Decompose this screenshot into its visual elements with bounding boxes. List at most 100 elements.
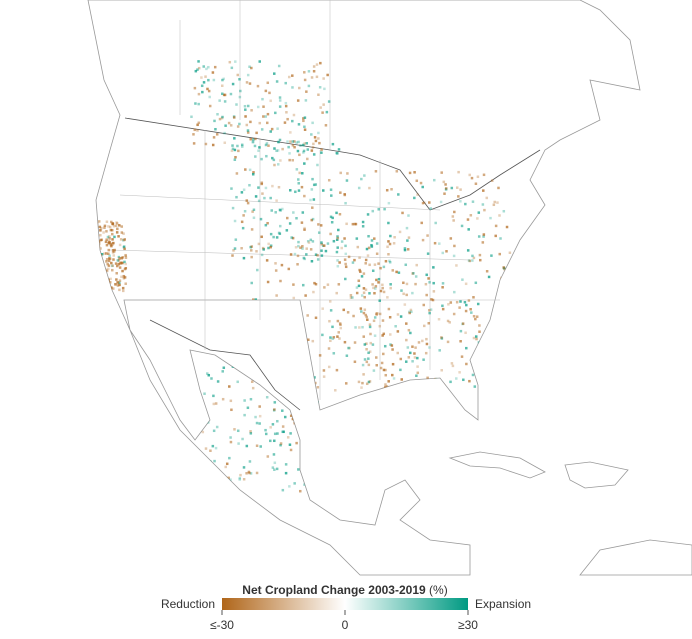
pixel: [107, 259, 111, 263]
pixel: [276, 149, 280, 152]
pixel: [297, 140, 300, 144]
pixel: [353, 222, 357, 226]
pixel: [451, 364, 455, 368]
pixel: [479, 258, 482, 262]
pixel: [495, 470, 498, 473]
pixel: [492, 203, 496, 207]
pixel: [301, 443, 305, 447]
pixel: [455, 264, 458, 267]
pixel: [255, 471, 259, 475]
pixel: [107, 248, 111, 252]
pixel: [409, 308, 413, 312]
pixel: [120, 225, 124, 228]
pixel: [319, 61, 322, 65]
pixel: [455, 377, 458, 380]
pixel: [506, 471, 509, 475]
pixel: [213, 65, 217, 69]
pixel: [310, 149, 314, 152]
pixel: [434, 221, 437, 225]
pixel: [221, 92, 224, 96]
pixel: [292, 113, 296, 117]
pixel: [322, 375, 326, 378]
pixel: [369, 332, 372, 336]
pixel: [242, 256, 246, 260]
pixel: [298, 171, 301, 175]
pixel: [297, 178, 300, 181]
pixel: [503, 474, 507, 477]
pixel: [303, 162, 306, 165]
pixel: [113, 248, 116, 252]
pixel: [256, 268, 259, 272]
pixel: [402, 292, 405, 296]
pixel: [457, 195, 460, 198]
pixel: [392, 242, 396, 245]
pixel: [204, 75, 207, 78]
pixel: [444, 187, 448, 190]
pixel: [404, 263, 408, 267]
pixel: [344, 265, 348, 269]
pixel: [108, 225, 112, 229]
legend-title: Net Cropland Change 2003-2019 (%): [242, 583, 447, 597]
pixel: [284, 81, 287, 85]
pixel: [453, 290, 456, 294]
pixel: [302, 149, 306, 153]
pixel: [303, 142, 306, 145]
pixel: [477, 359, 480, 362]
us-mexico-border: [149, 319, 301, 411]
pixel: [456, 466, 459, 469]
pixel: [209, 449, 212, 452]
pixel: [349, 293, 353, 297]
pixel: [111, 232, 114, 236]
pixel: [319, 224, 323, 227]
pixel: [249, 432, 253, 435]
pixel: [197, 121, 201, 125]
pixel: [273, 163, 276, 167]
pixel: [231, 147, 235, 151]
pixel: [344, 277, 347, 281]
pixel: [368, 292, 371, 295]
pixel: [291, 86, 294, 89]
pixel: [228, 456, 231, 460]
pixel: [112, 258, 115, 261]
pixel: [365, 348, 368, 351]
pixel: [317, 131, 320, 135]
pixel: [322, 244, 326, 247]
pixel: [240, 191, 244, 194]
pixel: [338, 337, 341, 340]
pixel: [368, 323, 372, 326]
pixel: [357, 380, 361, 384]
pixel: [235, 172, 239, 175]
pixel: [335, 368, 339, 372]
pixel: [410, 310, 413, 314]
pixel: [442, 180, 446, 184]
pixel: [271, 423, 275, 426]
pixel: [422, 303, 426, 307]
pixel: [298, 397, 301, 401]
pixel: [281, 430, 284, 434]
pixel: [264, 432, 268, 436]
pixel: [284, 471, 288, 475]
pixel: [354, 326, 357, 329]
pixel: [221, 84, 224, 87]
pixel: [309, 238, 313, 242]
pixel: [105, 287, 109, 291]
pixel: [324, 249, 328, 253]
pixel: [391, 362, 395, 366]
pixel: [222, 93, 226, 97]
pixel: [286, 117, 289, 121]
pixel: [388, 260, 392, 264]
pixel: [305, 469, 308, 472]
pixel: [288, 392, 292, 396]
pixel: [314, 316, 318, 320]
pixel: [103, 226, 106, 230]
pixel: [452, 219, 455, 222]
pixel: [307, 70, 311, 73]
pixel: [331, 216, 334, 220]
pixel: [250, 109, 253, 112]
pixel: [250, 380, 254, 383]
pixel: [255, 421, 259, 425]
pixel: [397, 193, 400, 196]
pixel: [270, 209, 273, 212]
pixel: [310, 259, 314, 263]
pixel: [332, 352, 336, 355]
